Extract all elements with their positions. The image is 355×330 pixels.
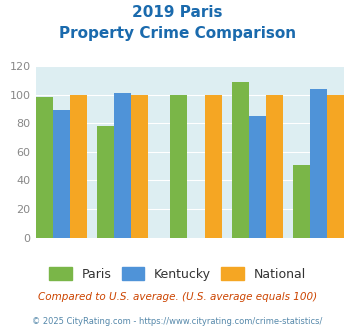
Bar bbox=[204, 95, 222, 238]
Text: Compared to U.S. average. (U.S. average equals 100): Compared to U.S. average. (U.S. average … bbox=[38, 292, 317, 302]
Bar bbox=[170, 95, 187, 238]
Bar bbox=[310, 89, 327, 238]
Bar bbox=[53, 110, 70, 238]
Bar bbox=[231, 82, 249, 238]
Bar bbox=[131, 95, 148, 238]
Bar bbox=[97, 126, 114, 238]
Text: Property Crime Comparison: Property Crime Comparison bbox=[59, 26, 296, 41]
Text: © 2025 CityRating.com - https://www.cityrating.com/crime-statistics/: © 2025 CityRating.com - https://www.city… bbox=[32, 317, 323, 326]
Legend: Paris, Kentucky, National: Paris, Kentucky, National bbox=[44, 262, 311, 286]
Bar bbox=[266, 95, 283, 238]
Bar bbox=[36, 97, 53, 238]
Bar bbox=[293, 165, 310, 238]
Bar bbox=[327, 95, 344, 238]
Bar bbox=[114, 93, 131, 238]
Bar bbox=[249, 116, 266, 238]
Text: 2019 Paris: 2019 Paris bbox=[132, 5, 223, 20]
Bar bbox=[70, 95, 87, 238]
